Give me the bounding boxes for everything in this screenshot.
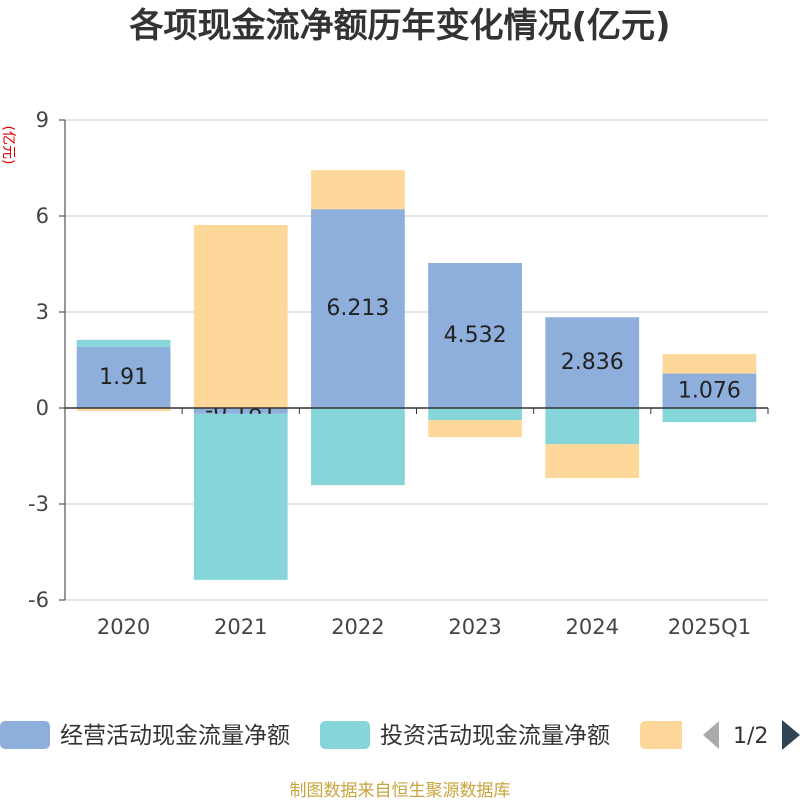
y-tick-label: 6 <box>36 204 49 228</box>
bar-investing-cashflow-2025Q1 <box>662 408 757 423</box>
bar-series-3-2020 <box>76 408 171 411</box>
y-axis-tick-labels: -6 -3 0 3 6 9 <box>28 108 49 612</box>
bar-operating-cashflow-2023 <box>428 262 522 408</box>
x-tick-label-2022: 2022 <box>331 615 384 639</box>
bar-series-3-2025Q1 <box>662 354 757 374</box>
bar-series-3-2024 <box>545 444 640 479</box>
data-source-footer: 制图数据来自恒生聚源数据库 <box>290 781 511 800</box>
legend-item-investing-cashflow[interactable]: 投资活动现金流量净额 <box>320 721 610 749</box>
axes <box>59 119 769 601</box>
legend-swatch-investing-cashflow <box>320 721 370 749</box>
bar-operating-cashflow-2022 <box>311 209 405 408</box>
data-label-2020: 1.91 <box>99 365 148 390</box>
y-tick-label: 0 <box>36 396 49 420</box>
bar-investing-cashflow-2024 <box>545 408 640 445</box>
bar-series-3-2023 <box>428 420 522 438</box>
bar-operating-cashflow-2024 <box>545 317 640 408</box>
y-tick-label: 9 <box>36 108 49 132</box>
legend-label-investing-cashflow: 投资活动现金流量净额 <box>380 723 610 749</box>
y-tick-label: 3 <box>36 300 49 324</box>
data-label-2024: 2.836 <box>561 350 624 375</box>
data-label-2025Q1: 1.076 <box>678 378 741 403</box>
x-axis-tick-labels: 2020 2021 2022 2023 2024 2025Q1 <box>97 615 751 639</box>
x-tick-label-2023: 2023 <box>448 615 501 639</box>
y-tick-label: -3 <box>28 492 49 516</box>
legend-swatch-operating-cashflow <box>0 721 50 749</box>
data-label-2022: 6.213 <box>326 296 389 321</box>
gridlines <box>65 119 768 601</box>
x-tick-label-2020: 2020 <box>97 615 150 639</box>
bar-investing-cashflow-2022 <box>311 408 405 486</box>
bar-investing-cashflow-2020 <box>76 339 171 347</box>
bar-operating-cashflow-2025Q1 <box>662 373 757 408</box>
bar-operating-cashflow-2020 <box>76 346 171 408</box>
bar-series-3-2022 <box>311 170 405 210</box>
bar-series-3-2021 <box>193 224 288 408</box>
chart-title: 各项现金流净额历年变化情况(亿元) <box>129 6 670 46</box>
legend-item-operating-cashflow[interactable]: 经营活动现金流量净额 <box>0 721 290 749</box>
bar-investing-cashflow-2023 <box>428 408 522 421</box>
legend-prev-page-icon[interactable] <box>703 721 719 749</box>
data-label-2023: 4.532 <box>444 323 507 348</box>
y-tick-label: -6 <box>28 588 49 612</box>
legend-item-series-3[interactable] <box>640 721 690 749</box>
bar-operating-cashflow-2021 <box>193 408 288 414</box>
legend: 经营活动现金流量净额 投资活动现金流量净额 1/2 <box>0 720 800 750</box>
legend-swatch-series-3 <box>640 721 682 749</box>
legend-page-indicator: 1/2 <box>733 724 768 749</box>
legend-next-page-icon[interactable] <box>782 720 800 750</box>
x-tick-label-2025Q1: 2025Q1 <box>668 615 751 639</box>
y-axis-unit-label: (亿元) <box>0 126 16 165</box>
legend-label-operating-cashflow: 经营活动现金流量净额 <box>60 723 290 749</box>
bar-investing-cashflow-2021 <box>193 413 288 580</box>
x-tick-label-2021: 2021 <box>214 615 267 639</box>
x-tick-label-2024: 2024 <box>566 615 619 639</box>
